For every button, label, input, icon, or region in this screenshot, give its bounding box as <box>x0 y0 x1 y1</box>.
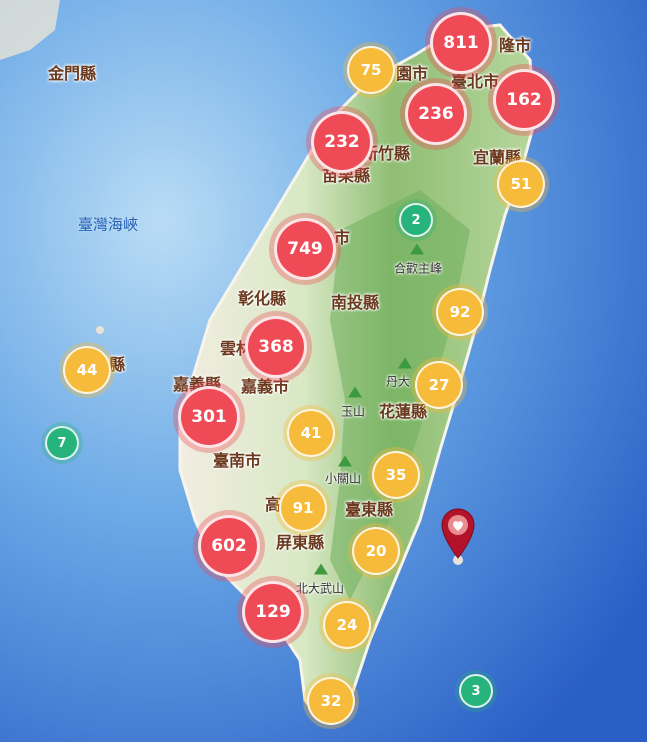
cluster-marker[interactable]: 92 <box>436 288 484 336</box>
cluster-marker[interactable]: 811 <box>430 12 492 74</box>
cluster-marker[interactable]: 51 <box>497 160 545 208</box>
mountain-peak-icon <box>398 357 412 369</box>
cluster-marker[interactable]: 35 <box>372 451 420 499</box>
cluster-marker[interactable]: 41 <box>287 409 335 457</box>
cluster-marker[interactable]: 749 <box>274 218 336 280</box>
mainland-coast <box>0 0 60 60</box>
cluster-marker[interactable]: 236 <box>405 83 467 145</box>
cluster-marker[interactable]: 75 <box>347 46 395 94</box>
cluster-marker[interactable]: 24 <box>323 601 371 649</box>
islet <box>96 326 104 334</box>
mountain-peak-icon <box>314 563 328 575</box>
cluster-marker[interactable]: 7 <box>45 426 79 460</box>
cluster-marker[interactable]: 44 <box>63 346 111 394</box>
cluster-marker[interactable]: 162 <box>493 69 555 131</box>
cluster-marker[interactable]: 301 <box>178 386 240 448</box>
cluster-marker[interactable]: 20 <box>352 527 400 575</box>
cluster-marker[interactable]: 3 <box>459 674 493 708</box>
cluster-marker[interactable]: 32 <box>307 677 355 725</box>
cluster-marker[interactable]: 368 <box>245 316 307 378</box>
cluster-marker[interactable]: 129 <box>242 581 304 643</box>
mountain-peak-icon <box>338 455 352 467</box>
cluster-marker[interactable]: 602 <box>198 515 260 577</box>
central-mountain-range <box>330 190 470 600</box>
cluster-marker[interactable]: 27 <box>415 361 463 409</box>
mountain-peak-icon <box>410 243 424 255</box>
cluster-marker[interactable]: 2 <box>399 203 433 237</box>
cluster-marker[interactable]: 232 <box>311 111 373 173</box>
green-island <box>453 555 463 565</box>
cluster-marker[interactable]: 91 <box>279 484 327 532</box>
map-pin-heart-icon[interactable] <box>441 508 475 564</box>
mountain-peak-icon <box>348 386 362 398</box>
